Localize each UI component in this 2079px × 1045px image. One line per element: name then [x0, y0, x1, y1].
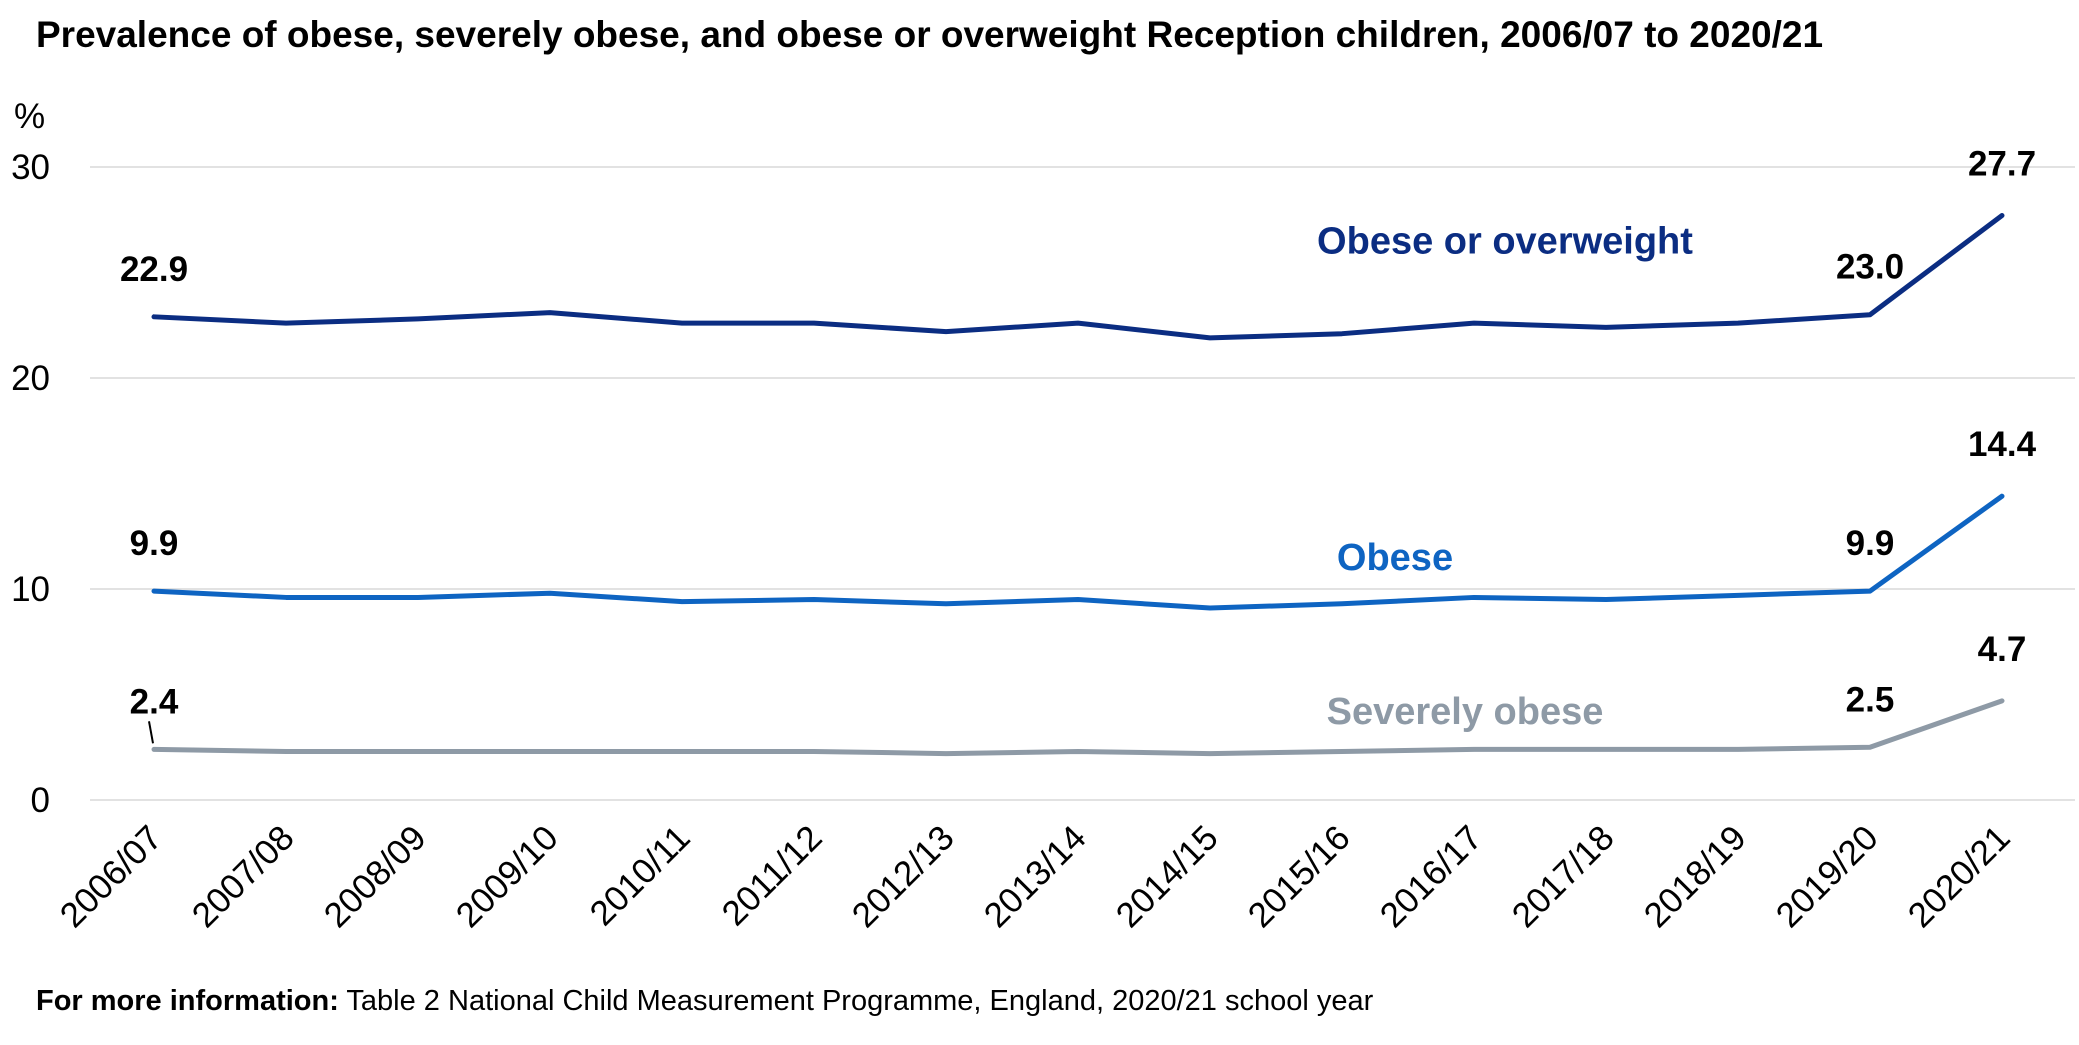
y-tick-label-0: 0	[31, 781, 50, 820]
data-label-obese-or-overweight-0: 22.9	[120, 250, 188, 289]
series-label-obese-or-overweight: Obese or overweight	[1317, 221, 1693, 263]
x-tick-label-2017-18: 2017/18	[1505, 818, 1622, 935]
gridlines	[90, 166, 2075, 590]
series-lines	[151, 213, 2005, 757]
data-label-obese-or-overweight-13: 23.0	[1836, 248, 1904, 287]
series-labels: Obese or overweight Obese Severely obese	[1295, 221, 1693, 733]
footnote: For more information: Table 2 National C…	[36, 985, 1373, 1018]
data-label-leader-severely-obese	[148, 721, 154, 744]
series-label-obese: Obese	[1337, 537, 1453, 579]
x-axis-ticks: 2006/07 2007/08 2008/09 2009/10 2010/11 2011/…	[53, 818, 2018, 935]
data-label-severely-obese-13: 2.5	[1846, 680, 1895, 719]
data-label-severely-obese-14: 4.7	[1978, 630, 2027, 669]
x-tick-label-2016-17: 2016/17	[1373, 818, 1490, 935]
x-tick-label-2012-13: 2012/13	[845, 818, 962, 935]
x-tick-label-2007-08: 2007/08	[185, 818, 302, 935]
data-label-obese-14: 14.4	[1968, 425, 2037, 464]
series-label-severely-obese: Severely obese	[1327, 691, 1604, 733]
series-label-bg-obese	[1295, 530, 1495, 583]
x-tick-label-2011-12: 2011/12	[714, 818, 829, 933]
series-line-obese	[151, 493, 2005, 611]
x-tick-label-2010-11: 2010/11	[582, 818, 697, 933]
y-tick-label-20: 20	[11, 359, 50, 398]
series-line-obese-or-overweight	[151, 213, 2005, 341]
data-labels: 22.9 23.0 27.7 9.9 9.9 14.4 2.4 2.5 4.7	[120, 145, 2037, 744]
x-tick-label-2019-20: 2019/20	[1769, 818, 1886, 935]
series-line-severely-obese	[151, 698, 2005, 757]
footnote-bold: For more information:	[36, 985, 339, 1017]
data-label-severely-obese-0: 2.4	[130, 682, 179, 721]
y-tick-label-30: 30	[11, 148, 50, 187]
data-label-obese-13: 9.9	[1846, 524, 1895, 563]
footnote-text: Table 2 National Child Measurement Progr…	[338, 985, 1374, 1017]
data-label-obese-or-overweight-14: 27.7	[1968, 145, 2036, 184]
x-tick-label-2018-19: 2018/19	[1637, 818, 1754, 935]
data-label-obese-0: 9.9	[130, 524, 179, 563]
x-tick-label-2020-21: 2020/21	[1901, 818, 2018, 935]
x-tick-label-2009-10: 2009/10	[449, 818, 566, 935]
x-tick-label-2015-16: 2015/16	[1241, 818, 1358, 935]
x-tick-label-2008-09: 2008/09	[317, 818, 434, 935]
x-tick-label-2014-15: 2014/15	[1109, 818, 1226, 935]
y-axis-ticks: 0 10 20 30	[11, 148, 50, 820]
x-tick-label-2013-14: 2013/14	[977, 818, 1094, 935]
y-tick-label-10: 10	[11, 570, 50, 609]
x-tick-label-2006-07: 2006/07	[53, 818, 170, 935]
chart-title: Prevalence of obese, severely obese, and…	[36, 14, 1824, 55]
y-axis-label: %	[14, 97, 45, 136]
